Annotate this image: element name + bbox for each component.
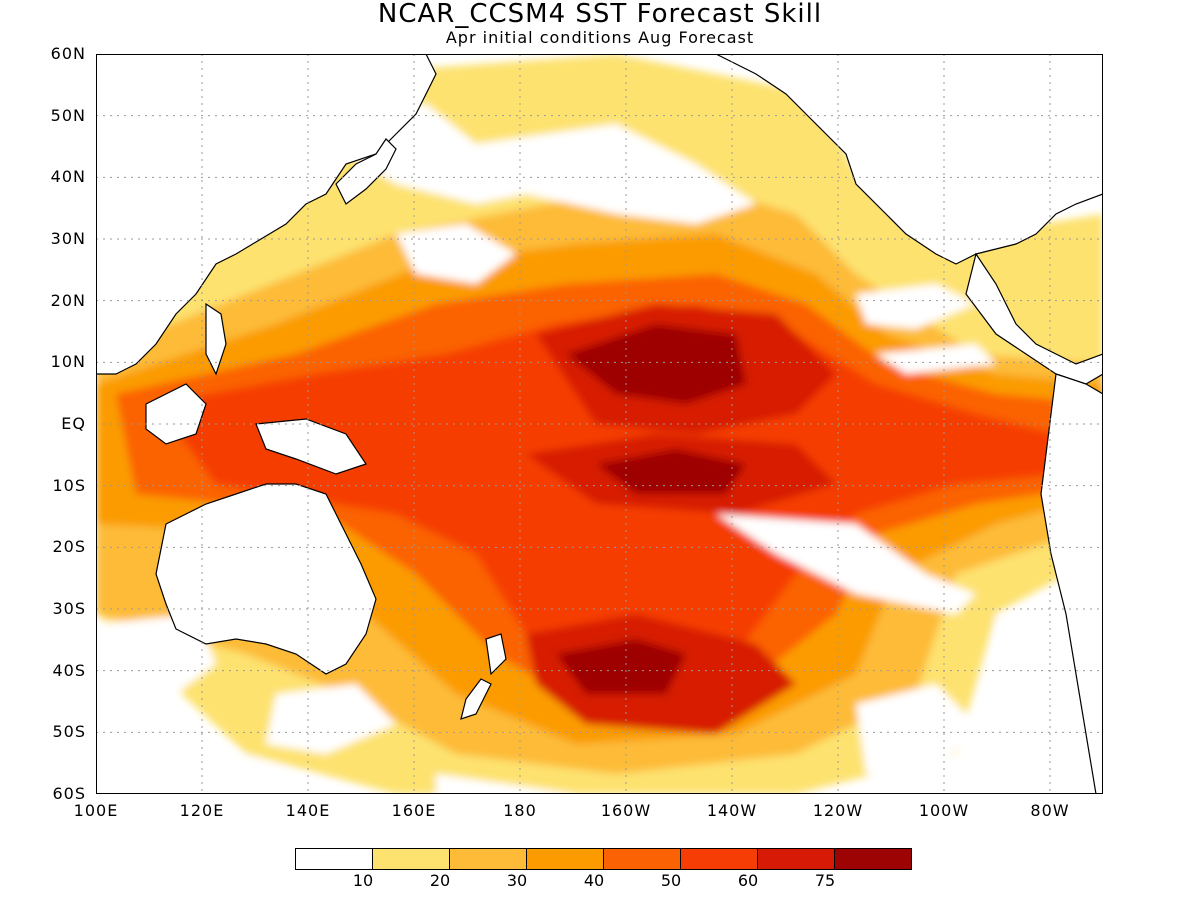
chart-title: NCAR_CCSM4 SST Forecast Skill — [377, 0, 823, 29]
colorbar-swatch — [604, 849, 681, 869]
skill-field-white-bottom — [96, 744, 576, 794]
lat-label: 60N — [50, 44, 86, 63]
skill-field-white-se — [716, 514, 976, 614]
lon-label: 140E — [285, 801, 331, 820]
lat-label: 20S — [52, 537, 86, 557]
lat-label: 30S — [52, 599, 86, 618]
borneo-coast — [145, 383, 207, 445]
north-america-coast — [715, 54, 1103, 265]
colorbar-label: 50 — [660, 871, 682, 890]
lon-label: 180 — [503, 801, 537, 820]
skill-field-75 — [526, 304, 836, 734]
colorbar-swatch — [681, 849, 758, 869]
colorbar-swatch — [450, 849, 527, 869]
coastlines — [96, 54, 1103, 794]
chart-subtitle: Apr initial conditions Aug Forecast — [445, 28, 755, 47]
lat-label: 10N — [50, 352, 86, 372]
colorbar-label: 20 — [429, 871, 451, 890]
lon-label: 160W — [600, 801, 652, 820]
lat-label: 10S — [52, 475, 86, 495]
philippines-coast — [205, 302, 227, 376]
lat-label: 40N — [50, 167, 86, 187]
skill-field-white-south — [96, 594, 1103, 794]
skill-field-white-north — [336, 104, 756, 224]
colorbar-swatch — [835, 849, 911, 869]
new-zealand-coast — [460, 633, 507, 720]
colorbar-swatch — [758, 849, 835, 869]
lat-label: 40S — [52, 660, 86, 680]
skill-field-white-ca — [856, 284, 996, 374]
lon-label: 140W — [706, 801, 758, 820]
skill-map-svg — [96, 54, 1103, 794]
lat-label: 50N — [50, 105, 86, 125]
asia-coast — [96, 54, 437, 375]
new-guinea-coast — [255, 418, 367, 475]
lon-label: 100W — [918, 801, 970, 820]
lon-label: 80W — [1030, 801, 1070, 820]
skill-map — [96, 54, 1103, 794]
australia-coast — [155, 483, 377, 675]
skill-field-max — [556, 324, 746, 694]
colorbar — [295, 848, 912, 870]
south-america-coast — [1040, 373, 1103, 794]
colorbar-label: 10 — [352, 871, 374, 890]
lon-label: 100E — [73, 801, 119, 820]
lon-label: 120W — [812, 801, 864, 820]
colorbar-label: 40 — [583, 871, 605, 890]
graticule — [96, 54, 1103, 794]
colorbar-swatch — [373, 849, 450, 869]
colorbar-label: 75 — [814, 871, 836, 890]
lat-label: 30N — [50, 229, 86, 248]
colorbar-label: 60 — [737, 871, 759, 890]
lat-label: EQ — [61, 414, 86, 433]
colorbar-swatch — [296, 849, 373, 869]
colorbar-swatch — [527, 849, 604, 869]
lat-label: 60S — [52, 784, 86, 803]
japan-coast — [335, 138, 397, 205]
colorbar-label: 30 — [506, 871, 528, 890]
lon-label: 120E — [179, 801, 225, 820]
lat-label: 20N — [50, 290, 86, 310]
lon-label: 160E — [391, 801, 437, 820]
central-america-coast — [965, 252, 1103, 385]
lat-label: 50S — [52, 722, 86, 742]
